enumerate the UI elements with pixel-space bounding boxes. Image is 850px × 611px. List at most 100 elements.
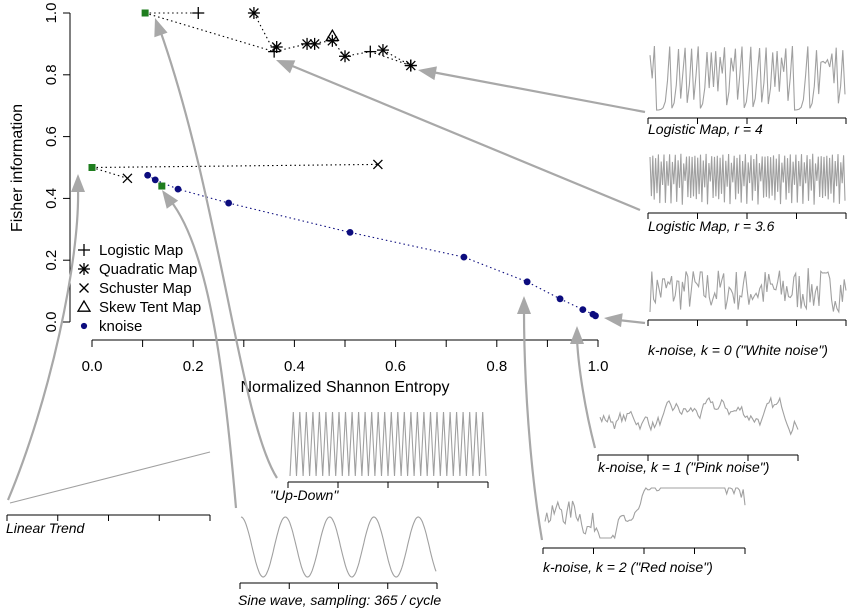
- annotation-arrow: [575, 337, 597, 449]
- inset-up-down: "Up-Down": [270, 411, 489, 503]
- arrowhead: [276, 60, 296, 74]
- white-noise-axis: [647, 319, 847, 326]
- x-tick-label: 0.4: [284, 358, 305, 375]
- x-tick-label: 0.0: [82, 358, 103, 375]
- annotation-arrow: [6, 187, 80, 501]
- x-axis-ticks: 0.0 0.2 0.4 0.6 0.8 1.0: [82, 340, 609, 375]
- dot-marker: [80, 322, 88, 330]
- annotation-arrow: [522, 309, 544, 541]
- x-axis-title: Normalized Shannon Entropy: [240, 379, 449, 396]
- dot-marker: [523, 278, 531, 286]
- legend-label: Logistic Map: [99, 242, 183, 259]
- linear-trend-axis: [6, 514, 211, 521]
- pink-noise-axis: [597, 454, 799, 461]
- y-tick-label: 0.6: [43, 126, 60, 147]
- inset-pink-noise: k-noise, k = 1 ("Pink noise"): [597, 396, 799, 475]
- inset-red-noise: k-noise, k = 2 ("Red noise"): [542, 487, 746, 575]
- sine-wave-axis: [239, 582, 438, 589]
- dot-marker: [144, 171, 152, 179]
- x-tick-label: 1.0: [588, 358, 609, 375]
- inset-linear-trend: Linear Trend: [6, 451, 211, 536]
- inset-white-noise: k-noise, k = 0 ("White noise"): [647, 268, 847, 358]
- annotation-arrow: [169, 199, 238, 509]
- asterisk-marker: [376, 44, 389, 57]
- x-marker: [372, 159, 383, 170]
- series-connector: [147, 174, 596, 317]
- x-marker: [79, 283, 89, 293]
- inset-sine-wave: Sine wave, sampling: 365 / cycle: [238, 516, 441, 608]
- dot-marker: [579, 306, 587, 314]
- annotation-arrow: [431, 70, 646, 114]
- asterisk-marker: [404, 59, 417, 72]
- y-axis-ticks: 0.0 0.2 0.4 0.6 0.8 1.0: [43, 3, 70, 333]
- series-connector: [91, 163, 378, 169]
- dot-marker: [460, 253, 468, 261]
- up-down-series: [289, 411, 487, 477]
- dot-marker: [225, 199, 233, 207]
- annotation-arrow: [289, 63, 641, 212]
- logistic-r36-series: [649, 153, 846, 205]
- arrowhead: [71, 174, 85, 192]
- linear-trend-series: [9, 451, 211, 504]
- x-tick-label: 0.2: [183, 358, 204, 375]
- x-marker: [122, 173, 133, 184]
- sine-wave-label: Sine wave, sampling: 365 / cycle: [238, 592, 441, 608]
- asterisk-marker: [270, 40, 283, 53]
- pink-noise-label: k-noise, k = 1 ("Pink noise"): [598, 459, 769, 475]
- arrowhead: [154, 18, 168, 38]
- annotation-arrow: [158, 29, 278, 479]
- annotation-arrow: [617, 318, 646, 325]
- red-noise-axis: [542, 547, 746, 554]
- y-tick-label: 0.0: [43, 312, 60, 333]
- series-connector: [91, 166, 128, 179]
- legend-label: Schuster Map: [99, 280, 192, 297]
- x-tick-label: 0.6: [385, 358, 406, 375]
- insets: Logistic Map, r = 4 Logistic Map, r = 3.…: [6, 45, 847, 608]
- pink-noise-series: [599, 396, 799, 436]
- data-markers: [88, 7, 599, 320]
- legend-label: Quadratic Map: [99, 261, 197, 278]
- arrowhead: [418, 66, 437, 81]
- logistic-r36-axis: [647, 212, 847, 219]
- linear-trend-label: Linear Trend: [6, 520, 86, 536]
- white-noise-label: k-noise, k = 0 ("White noise"): [648, 342, 828, 358]
- sine-wave-series: [240, 516, 437, 578]
- y-tick-label: 0.2: [43, 250, 60, 271]
- legend-label: knoise: [99, 318, 142, 335]
- triangle-marker: [325, 28, 340, 42]
- dot-marker: [346, 228, 354, 236]
- up-down-label: "Up-Down": [270, 487, 339, 503]
- y-tick-label: 0.4: [43, 188, 60, 209]
- dot-marker: [556, 295, 564, 303]
- y-axis-title: Fisher information: [9, 104, 26, 232]
- arrowhead: [604, 313, 623, 328]
- asterisk-marker: [301, 37, 314, 50]
- triangle-marker: [76, 299, 92, 312]
- series-connector: [382, 49, 412, 67]
- asterisk-marker: [78, 263, 90, 275]
- dot-marker: [592, 312, 599, 320]
- legend: Logistic Map Quadratic Map Schuster Map Ske…: [76, 242, 201, 335]
- up-down-axis: [287, 481, 489, 488]
- logistic-r4-axis: [647, 117, 847, 124]
- red-noise-label: k-noise, k = 2 ("Red noise"): [543, 559, 713, 575]
- y-tick-label: 0.8: [43, 64, 60, 85]
- inset-logistic-r36: Logistic Map, r = 3.6: [647, 153, 847, 234]
- dot-marker: [151, 176, 159, 184]
- square-marker: [141, 9, 149, 17]
- plus-marker: [364, 45, 377, 58]
- logistic-r4-series: [649, 45, 846, 111]
- arrowhead: [570, 326, 584, 344]
- legend-label: Skew Tent Map: [99, 299, 201, 316]
- white-noise-series: [649, 268, 847, 314]
- square-marker: [158, 182, 166, 190]
- plus-marker: [78, 244, 90, 256]
- annotation-arrows: [6, 18, 646, 541]
- asterisk-marker: [339, 50, 351, 63]
- inset-logistic-r4: Logistic Map, r = 4: [647, 45, 847, 137]
- asterisk-marker: [247, 7, 260, 19]
- arrowhead: [517, 296, 531, 314]
- x-tick-label: 0.8: [486, 358, 507, 375]
- asterisk-marker: [308, 37, 321, 50]
